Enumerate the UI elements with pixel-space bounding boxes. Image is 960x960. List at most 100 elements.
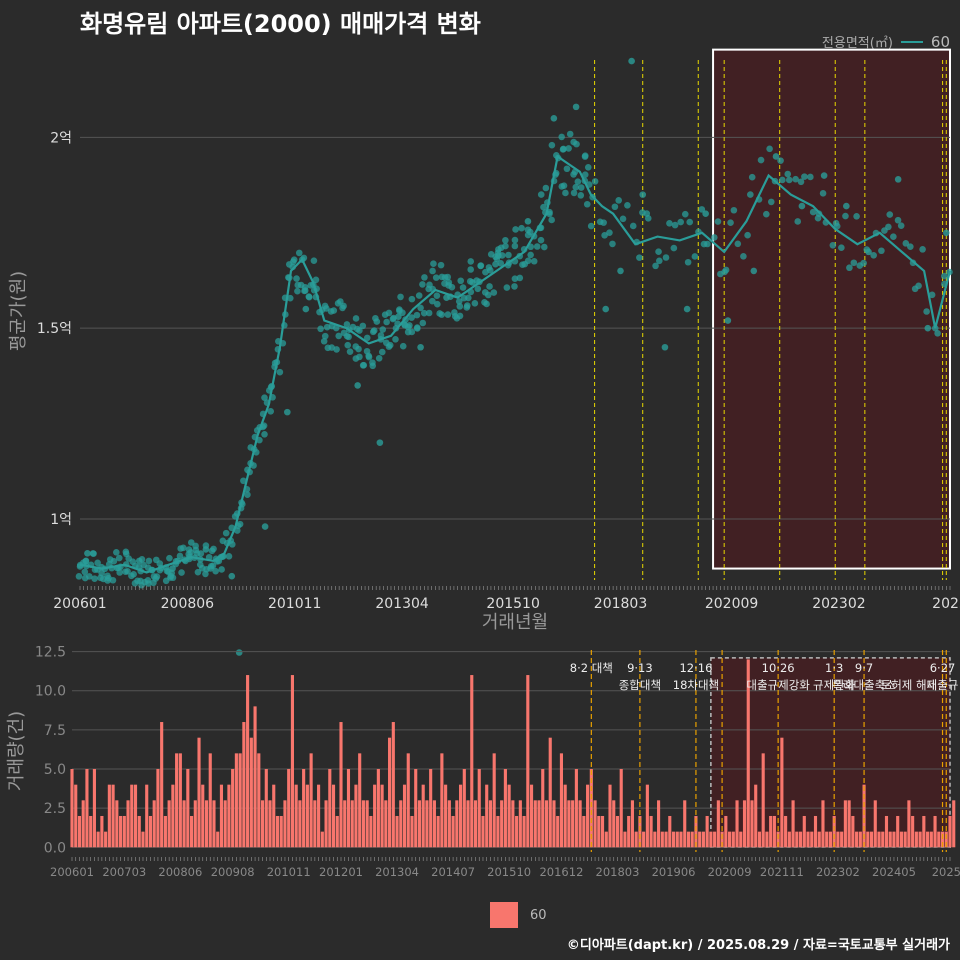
scatter-point	[511, 275, 519, 283]
scatter-point	[363, 334, 371, 342]
scatter-point	[236, 520, 244, 528]
bar-60	[85, 769, 89, 848]
footer-credit: ©디아파트(dapt.kr) / 2025.08.29 / 자료=국토교통부 실…	[566, 938, 950, 953]
scatter-point	[209, 562, 217, 569]
scatter-point	[655, 248, 662, 256]
scatter-point	[530, 257, 538, 265]
bar-60	[141, 831, 145, 848]
bar-60	[313, 800, 317, 848]
scatter-point	[109, 576, 117, 584]
bar-60	[529, 784, 534, 848]
scatter-point	[434, 300, 441, 308]
scatter-point	[779, 176, 786, 184]
bar-60	[623, 831, 627, 848]
bar-60	[787, 831, 791, 848]
scatter-point	[807, 173, 814, 181]
scatter-point	[492, 260, 499, 268]
bar-60	[298, 800, 302, 848]
bar-60	[212, 800, 216, 848]
scatter-point	[602, 305, 610, 313]
scatter-point	[408, 314, 415, 321]
bar-60	[133, 784, 138, 848]
scatter-point	[583, 200, 591, 208]
bar-60	[821, 800, 825, 848]
scatter-point	[550, 115, 558, 122]
policy-annotation: 8·2 대책	[570, 661, 613, 675]
bar-60	[840, 831, 844, 848]
bar-60	[294, 784, 298, 848]
bar-60	[234, 753, 238, 848]
scatter-point	[464, 302, 471, 309]
bar-60	[862, 784, 866, 848]
scatter-point	[471, 300, 479, 307]
bar-60	[795, 831, 799, 848]
scatter-point	[541, 243, 548, 251]
bar-60	[272, 784, 276, 848]
scatter-point	[600, 219, 607, 226]
bar-60	[208, 753, 212, 848]
bar-60	[940, 831, 945, 848]
x-tick-label-bottom: 200908	[211, 865, 255, 879]
bar-60	[679, 831, 683, 848]
scatter-point	[339, 304, 346, 312]
bar-60	[869, 831, 874, 848]
x-tick-label-bottom: 202009	[708, 865, 752, 879]
scatter-point	[197, 550, 205, 557]
bar-60	[884, 815, 889, 848]
scatter-point	[443, 294, 450, 301]
scatter-point	[467, 266, 475, 273]
bar-60	[425, 800, 429, 848]
bar-60	[642, 831, 646, 848]
bar-60	[339, 722, 343, 848]
scatter-point	[907, 243, 914, 250]
bar-60	[369, 815, 373, 848]
policy-annotation: 12·16	[679, 661, 712, 675]
bar-60	[163, 815, 167, 848]
scatter-point	[784, 170, 792, 178]
bar-60	[391, 722, 395, 848]
bar-60	[305, 784, 309, 848]
scatter-point	[335, 332, 342, 340]
scatter-point	[267, 408, 275, 415]
bar-60	[698, 831, 702, 848]
y-tick-label-bottom: 5.0	[44, 762, 66, 778]
scatter-point	[609, 240, 616, 248]
bar-60	[130, 784, 134, 848]
scatter-point	[113, 549, 120, 556]
bar-60	[70, 769, 74, 848]
scatter-point	[477, 262, 484, 270]
scatter-point	[84, 549, 91, 557]
bar-60	[619, 769, 623, 848]
scatter-point	[474, 285, 482, 293]
bar-60	[511, 800, 515, 848]
scatter-point	[748, 173, 756, 181]
scatter-point	[591, 178, 599, 185]
scatter-point	[244, 491, 251, 499]
bar-60	[657, 800, 661, 848]
scatter-point	[724, 317, 732, 324]
policy-annotation: 토허제 해제	[881, 678, 938, 692]
scatter-point	[345, 333, 352, 341]
scatter-point	[354, 382, 361, 389]
bar-60	[735, 800, 739, 848]
scatter-point	[934, 329, 941, 337]
bar-60	[219, 784, 224, 848]
bar-60	[843, 800, 847, 848]
bar-60	[485, 784, 489, 848]
bar-60	[500, 800, 504, 848]
bar-60	[526, 675, 530, 848]
scatter-point	[652, 262, 659, 270]
scatter-point	[194, 568, 202, 576]
scatter-point	[503, 284, 511, 291]
scatter-point	[502, 242, 509, 250]
x-tick-label-top: 2025	[932, 596, 960, 612]
scatter-point	[572, 103, 580, 111]
scatter-point	[414, 325, 421, 332]
scatter-point	[495, 252, 502, 259]
bar-60	[317, 784, 321, 848]
scatter-point	[750, 267, 758, 275]
scatter-point	[843, 202, 850, 210]
scatter-point	[890, 233, 897, 240]
policy-annotation: 10·26	[762, 661, 795, 675]
